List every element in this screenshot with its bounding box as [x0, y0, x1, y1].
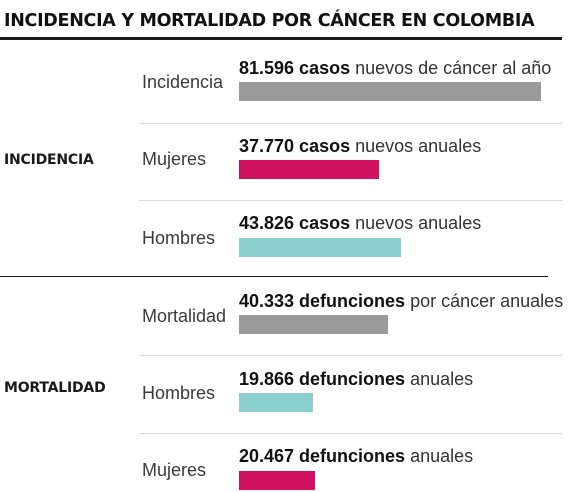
- description-label: anuales: [410, 446, 474, 466]
- row-label-hombres-mortalidad: Hombres: [142, 383, 216, 403]
- value-label: 20.467 defunciones: [239, 446, 406, 466]
- description-label: anuales: [410, 369, 474, 389]
- title-rule: [0, 37, 562, 40]
- bar-hombres-incidencia: [239, 238, 401, 257]
- bar-mortalidad: [239, 315, 388, 334]
- value-label: 19.866 defunciones: [239, 369, 406, 389]
- row-label-hombres-incidencia: Hombres: [142, 228, 216, 248]
- bar-incidencia: [239, 82, 541, 101]
- description-label: nuevos anuales: [355, 136, 482, 156]
- row-label-mujeres-incidencia: Mujeres: [142, 149, 207, 169]
- value-label: 40.333 defunciones: [239, 291, 406, 311]
- row-label-mujeres-mortalidad: Mujeres: [142, 460, 207, 480]
- section-label-incidencia: INCIDENCIA: [4, 152, 94, 168]
- chart-title: INCIDENCIA Y MORTALIDAD POR CÁNCER EN CO…: [4, 11, 535, 31]
- value-label: 37.770 casos: [239, 136, 351, 156]
- row-text-hombres-mortalidad: 19.866 defunciones anuales: [239, 368, 473, 390]
- row-separator: [139, 123, 563, 124]
- row-separator: [139, 355, 563, 356]
- row-label-mortalidad: Mortalidad: [142, 306, 227, 326]
- description-label: nuevos de cáncer al año: [355, 58, 552, 78]
- bar-hombres-mortalidad: [239, 393, 313, 412]
- description-label: por cáncer anuales: [410, 291, 564, 311]
- row-text-mortalidad: 40.333 defunciones por cáncer anuales: [239, 290, 563, 312]
- bar-mujeres-incidencia: [239, 160, 379, 179]
- row-text-hombres-incidencia: 43.826 casos nuevos anuales: [239, 212, 481, 234]
- section-divider: [0, 276, 548, 277]
- row-text-mujeres-mortalidad: 20.467 defunciones anuales: [239, 445, 473, 467]
- row-separator: [139, 200, 563, 201]
- row-separator: [139, 433, 563, 434]
- value-label: 81.596 casos: [239, 58, 351, 78]
- row-text-incidencia: 81.596 casos nuevos de cáncer al año: [239, 57, 551, 79]
- description-label: nuevos anuales: [355, 213, 482, 233]
- row-label-incidencia: Incidencia: [142, 72, 224, 92]
- value-label: 43.826 casos: [239, 213, 351, 233]
- row-text-mujeres-incidencia: 37.770 casos nuevos anuales: [239, 135, 481, 157]
- section-label-mortalidad: MORTALIDAD: [4, 380, 106, 396]
- bar-mujeres-mortalidad: [239, 471, 315, 490]
